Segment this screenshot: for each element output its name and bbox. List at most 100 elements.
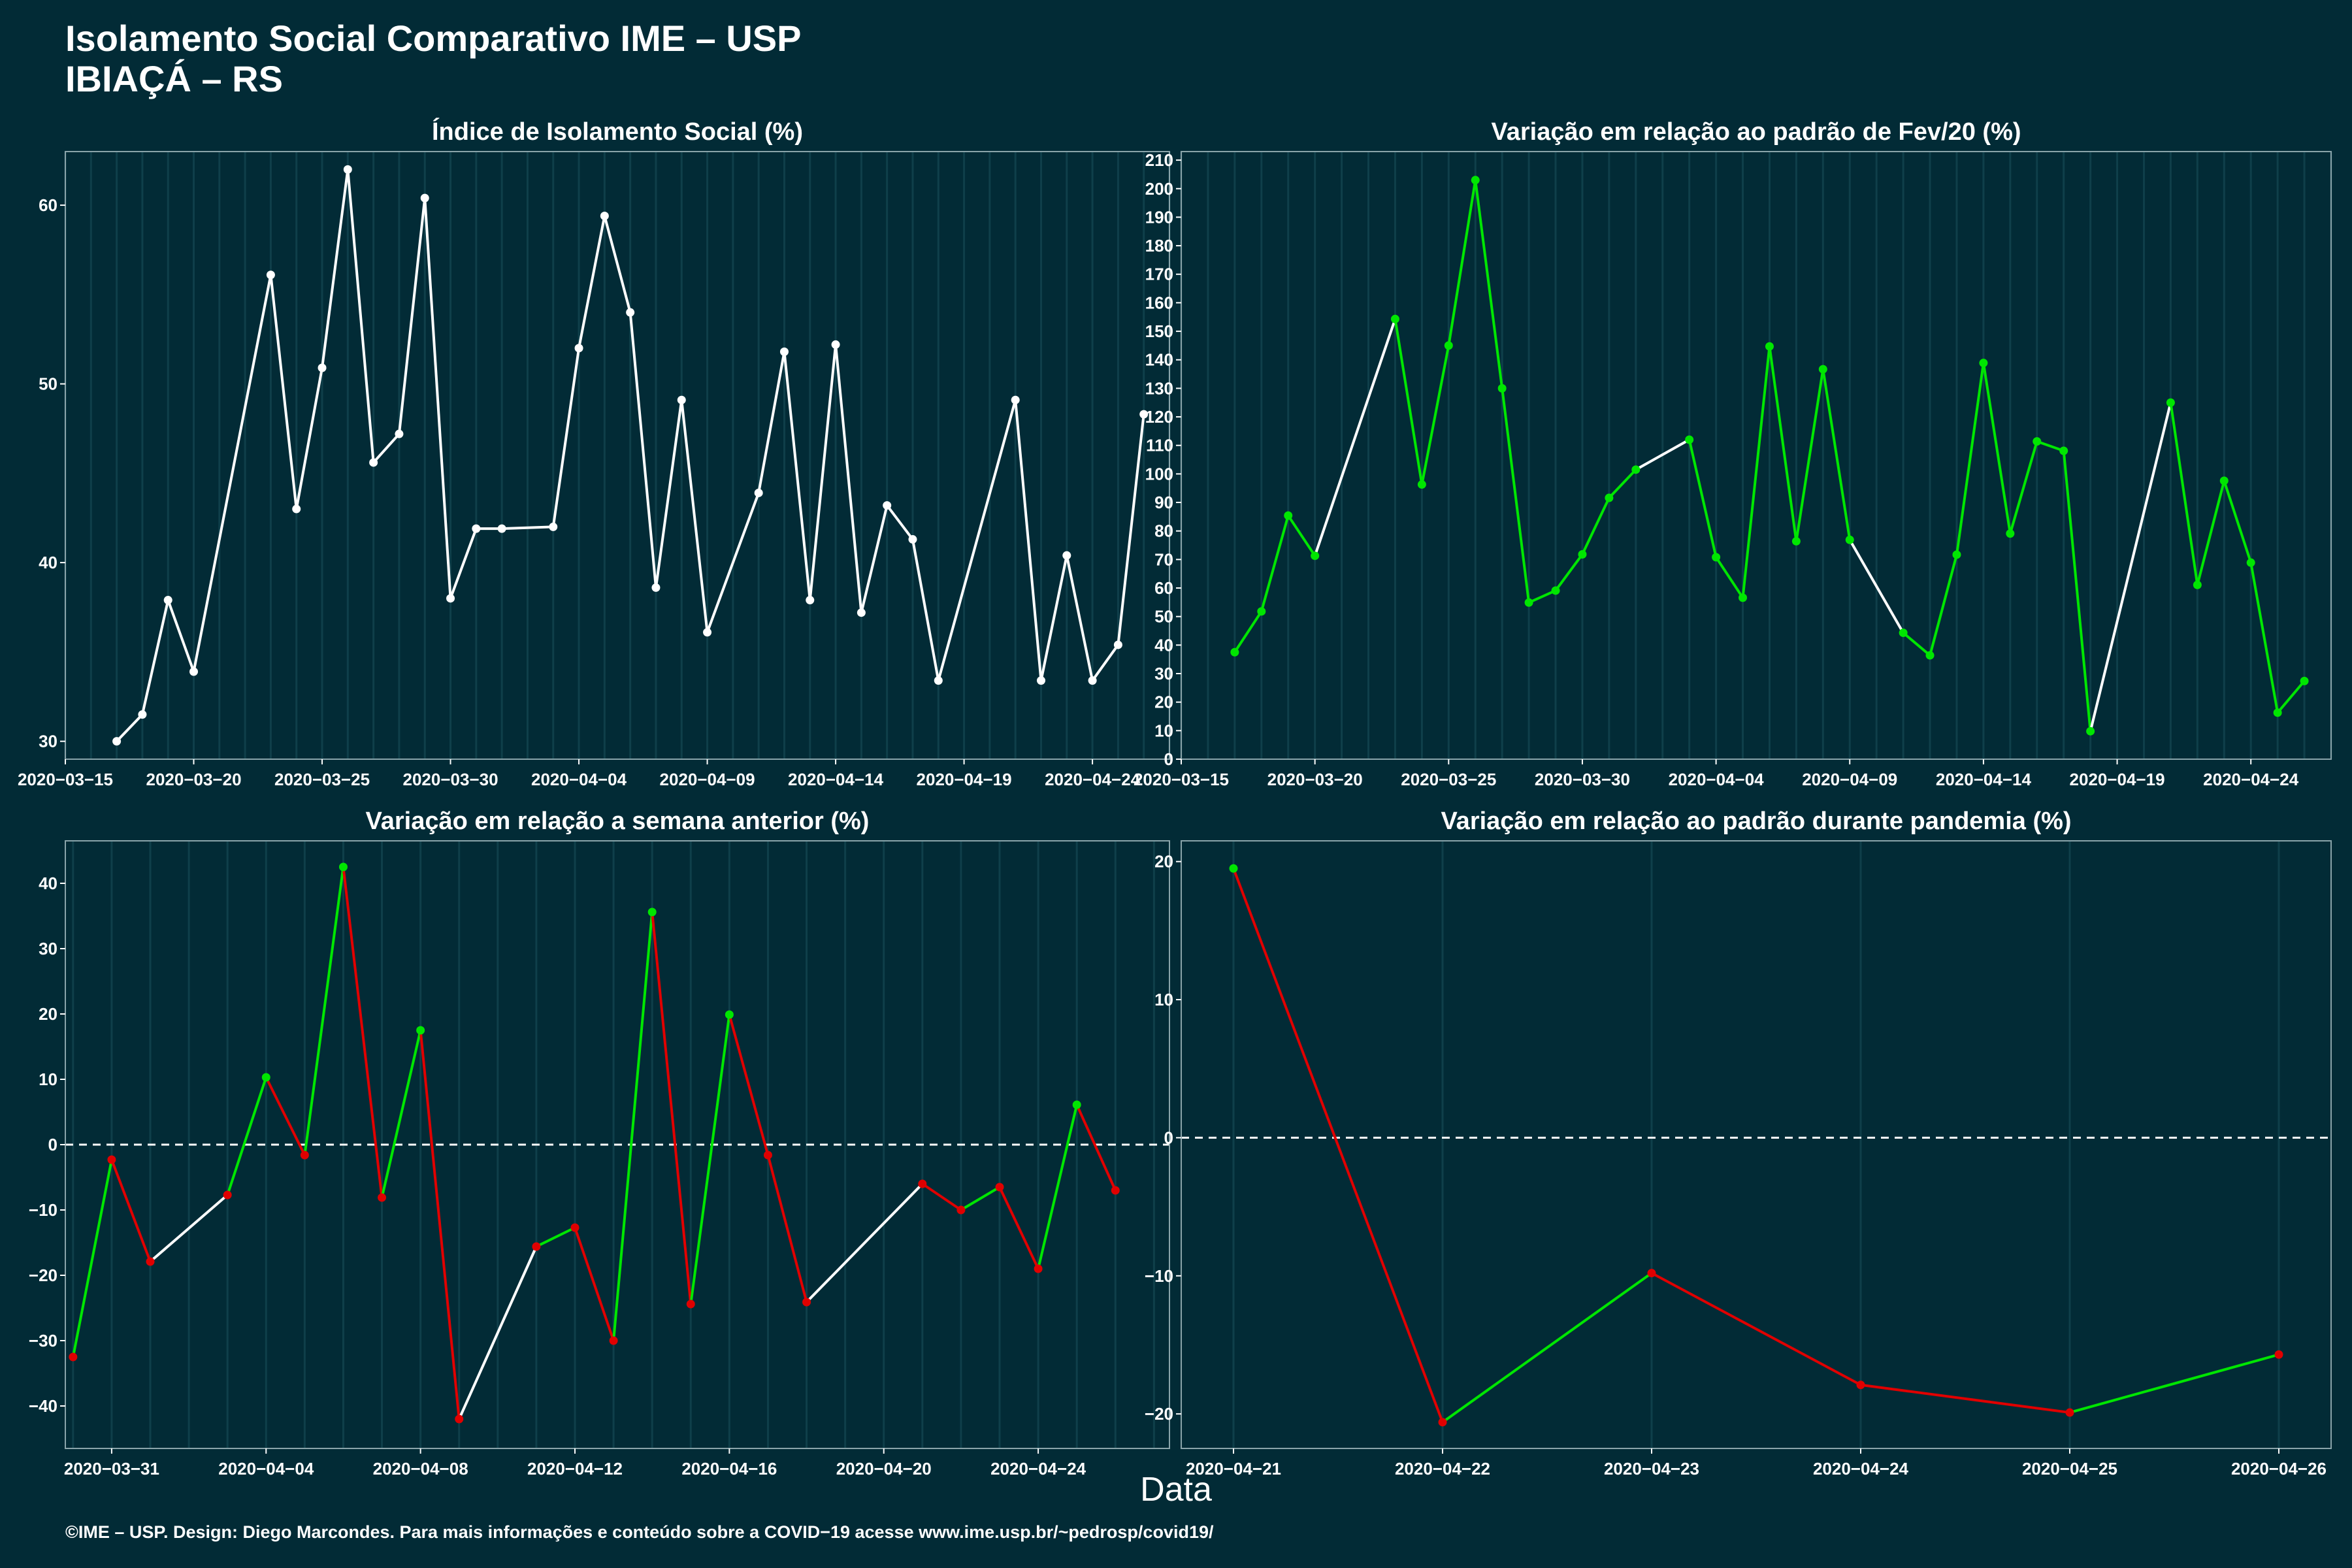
- series-segment: [1768, 346, 1798, 542]
- data-point: [1088, 676, 1097, 685]
- series-segment: [1394, 318, 1424, 485]
- data-point: [908, 535, 917, 544]
- y-tick-label: −10: [29, 1200, 57, 1220]
- series-segment: [806, 1183, 924, 1303]
- y-tick-label: 150: [1145, 321, 1173, 341]
- data-point: [1284, 511, 1293, 520]
- y-tick-label: 200: [1145, 179, 1173, 199]
- data-point: [1438, 1418, 1447, 1427]
- data-point: [754, 488, 763, 497]
- x-tick-label: 2020−04−24: [990, 1459, 1086, 1478]
- y-tick-label: 20: [1154, 693, 1173, 712]
- series-segment: [226, 1077, 268, 1196]
- data-point: [1578, 550, 1587, 559]
- data-point: [343, 165, 352, 174]
- y-tick-label: −30: [29, 1331, 57, 1350]
- series-segment: [303, 866, 345, 1156]
- x-tick-label: 2020−04−21: [1186, 1459, 1281, 1478]
- data-point: [472, 524, 481, 533]
- series-segment: [2069, 1353, 2279, 1414]
- x-tick-label: 2020−04−14: [788, 770, 884, 789]
- data-point: [1845, 535, 1854, 544]
- y-tick-label: −20: [1145, 1404, 1173, 1424]
- data-point: [1791, 536, 1801, 546]
- data-point: [261, 1073, 270, 1082]
- data-point: [1647, 1269, 1656, 1278]
- series-segment: [2036, 440, 2065, 452]
- chart-2: Variação em relação ao padrão de Fev/20 …: [1134, 118, 2332, 789]
- series-segment: [372, 433, 400, 464]
- x-tick-label: 2020−03−30: [1535, 770, 1630, 789]
- series-segment: [886, 504, 914, 540]
- data-point: [1011, 395, 1020, 404]
- data-point: [574, 344, 583, 353]
- series-segment: [574, 1227, 615, 1341]
- data-point: [1765, 342, 1774, 351]
- data-point: [1034, 1264, 1043, 1273]
- data-point: [1925, 651, 1935, 660]
- data-point: [2274, 1350, 2283, 1359]
- series-segment: [651, 911, 693, 1305]
- data-point: [223, 1190, 232, 1200]
- series-segment: [1848, 539, 1904, 634]
- x-tick-label: 2020−04−23: [1604, 1459, 1699, 1478]
- series-segment: [342, 866, 384, 1198]
- x-tick-label: 2020−03−31: [64, 1459, 159, 1478]
- x-tick-label: 2020−04−09: [1802, 770, 1897, 789]
- series-segment: [1635, 438, 1690, 471]
- series-segment: [1091, 644, 1120, 681]
- series-segment: [808, 344, 838, 600]
- y-tick-label: 210: [1145, 150, 1173, 170]
- series-segment: [2008, 441, 2038, 534]
- data-point: [626, 308, 635, 317]
- data-point: [1311, 551, 1320, 561]
- y-tick-label: 10: [1154, 721, 1173, 740]
- data-point: [806, 596, 815, 605]
- y-tick-label: −20: [29, 1266, 57, 1285]
- series-segment: [1714, 556, 1744, 598]
- series-segment: [346, 169, 375, 463]
- data-point: [112, 737, 122, 746]
- y-tick-label: 80: [1154, 521, 1173, 541]
- series-segment: [783, 351, 811, 600]
- data-point: [1952, 550, 1961, 559]
- data-point: [2273, 708, 2282, 717]
- data-point: [1230, 647, 1239, 657]
- series-segment: [1608, 468, 1637, 499]
- y-tick-label: 30: [1154, 664, 1173, 683]
- y-tick-label: 90: [1154, 493, 1173, 512]
- series-segment: [1902, 632, 1931, 657]
- x-tick-label: 2020−03−20: [146, 770, 241, 789]
- footer-credits: ©IME – USP. Design: Diego Marcondes. Par…: [65, 1522, 1214, 1542]
- series-segment: [1313, 318, 1397, 557]
- series-segment: [1260, 515, 1290, 612]
- y-tick-label: 130: [1145, 378, 1173, 398]
- series-segment: [578, 216, 606, 349]
- data-point: [1631, 465, 1641, 474]
- series-segment: [449, 528, 478, 599]
- data-point: [189, 667, 199, 676]
- data-point: [1685, 435, 1694, 444]
- series-segment: [502, 525, 553, 531]
- series-segment: [603, 215, 632, 313]
- data-point: [2006, 529, 2015, 538]
- series-segment: [728, 1014, 770, 1156]
- data-point: [802, 1298, 811, 1307]
- data-point: [455, 1414, 464, 1424]
- data-point: [416, 1026, 425, 1035]
- x-tick-label: 2020−04−20: [836, 1459, 932, 1478]
- y-tick-label: 0: [1164, 749, 1173, 769]
- data-point: [779, 347, 789, 356]
- panel-border: [1181, 840, 2332, 1449]
- data-point: [2166, 398, 2175, 407]
- y-tick-label: 60: [39, 195, 57, 215]
- x-tick-label: 2020−04−08: [373, 1459, 468, 1478]
- x-tick-label: 2020−04−22: [1395, 1459, 1490, 1478]
- data-point: [446, 594, 455, 603]
- y-tick-label: 160: [1145, 293, 1173, 312]
- series-segment: [295, 367, 323, 510]
- series-segment: [419, 1030, 461, 1420]
- panel-border: [1181, 151, 2332, 760]
- series-segment: [629, 312, 657, 588]
